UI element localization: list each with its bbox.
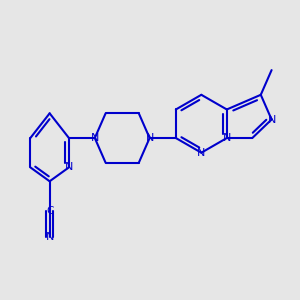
Text: N: N bbox=[46, 232, 54, 242]
Text: N: N bbox=[146, 133, 154, 143]
Text: N: N bbox=[65, 162, 73, 172]
Text: N: N bbox=[91, 133, 99, 143]
Text: N: N bbox=[223, 133, 231, 143]
Text: C: C bbox=[46, 206, 53, 216]
Text: N: N bbox=[267, 115, 276, 124]
Text: N: N bbox=[197, 148, 206, 158]
